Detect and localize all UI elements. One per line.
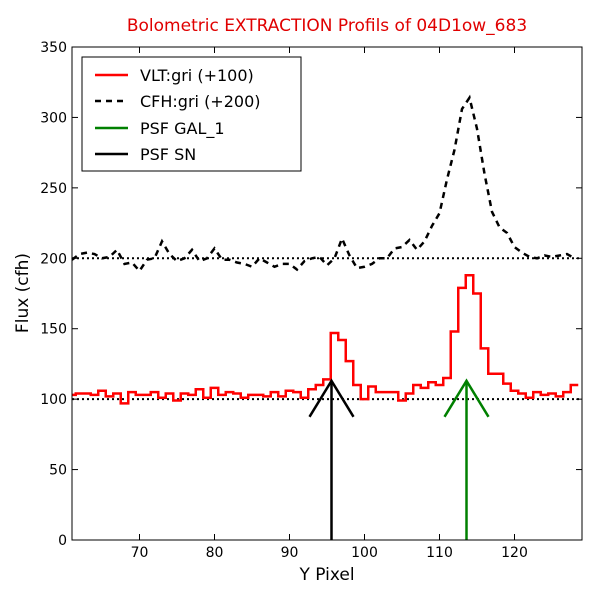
x-tick-label: 80 — [206, 545, 224, 561]
series-line-cfh — [71, 94, 576, 274]
axis-ticks: 70 80 90 100 110 120 0 50 100 150 200 250 300 350 — [40, 40, 582, 561]
psf-gal-arrow-head — [443, 378, 490, 418]
x-tick-label: 110 — [426, 545, 453, 561]
y-axis-label: Flux (cfh) — [13, 253, 33, 333]
x-axis-label: Y Pixel — [298, 565, 354, 585]
legend-label-psf-gal: PSF GAL_1 — [140, 119, 225, 139]
x-tick-label: 90 — [281, 545, 299, 561]
legend-label-psf-sn: PSF SN — [140, 145, 196, 164]
y-tick-label: 200 — [40, 251, 67, 267]
y-tick-label: 150 — [40, 322, 67, 338]
x-tick-label: 100 — [351, 545, 378, 561]
psf-sn-arrow-head — [308, 378, 355, 418]
series-line-vlt — [72, 273, 579, 405]
x-tick-label: 120 — [501, 545, 528, 561]
plot-area — [71, 94, 582, 540]
y-tick-label: 50 — [49, 463, 67, 479]
legend-label-vlt: VLT:gri (+100) — [140, 66, 254, 85]
y-tick-label: 350 — [40, 40, 67, 56]
chart-title: Bolometric EXTRACTION Profils of 04D1ow_… — [127, 16, 527, 36]
y-tick-label: 100 — [40, 392, 67, 408]
y-tick-label: 0 — [58, 533, 67, 549]
y-tick-label: 300 — [40, 110, 67, 126]
x-tick-label: 70 — [131, 545, 149, 561]
legend: VLT:gri (+100) CFH:gri (+200) PSF GAL_1 … — [81, 56, 302, 172]
legend-label-cfh: CFH:gri (+200) — [140, 92, 261, 111]
axes-frame — [71, 46, 583, 541]
y-tick-label: 250 — [40, 181, 67, 197]
